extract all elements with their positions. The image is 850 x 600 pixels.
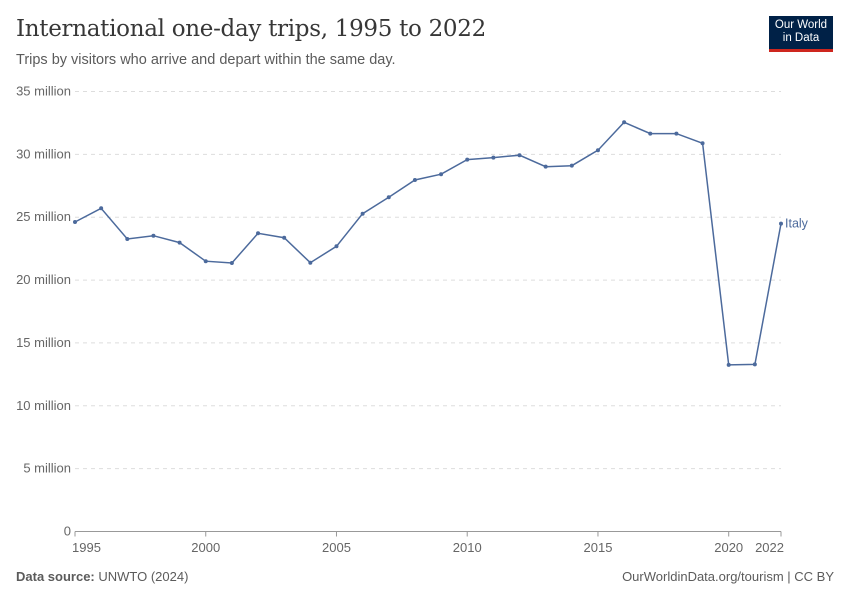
data-point: [73, 219, 77, 224]
data-source: Data source: UNWTO (2024): [16, 569, 188, 584]
data-point: [229, 260, 234, 265]
series-label: Italy: [785, 217, 809, 231]
data-point: [517, 153, 522, 158]
x-tick-label: 2005: [322, 540, 351, 555]
data-point: [779, 221, 783, 226]
data-point: [203, 259, 208, 264]
data-point: [622, 120, 627, 125]
footer-credit[interactable]: OurWorldinData.org/tourism | CC BY: [622, 569, 834, 584]
data-point: [674, 131, 679, 136]
data-point: [752, 362, 757, 367]
data-point: [569, 163, 574, 168]
data-point: [700, 141, 705, 146]
data-point: [491, 155, 496, 160]
x-tick-label: 2000: [191, 540, 220, 555]
logo-line1: Our World: [774, 19, 828, 31]
data-point: [282, 235, 287, 240]
y-tick-label: 10 million: [16, 398, 71, 413]
chart-title: International one-day trips, 1995 to 202…: [16, 16, 486, 42]
x-tick-label: 2020: [714, 540, 743, 555]
data-point: [177, 240, 182, 245]
data-point: [648, 131, 653, 136]
data-point: [439, 172, 444, 177]
data-point: [595, 148, 600, 153]
data-point: [151, 233, 156, 238]
x-tick-label: 2010: [453, 540, 482, 555]
x-tick-label: 2015: [584, 540, 613, 555]
y-tick-label: 30 million: [16, 146, 71, 161]
y-tick-label: 15 million: [16, 335, 71, 350]
data-point: [465, 157, 470, 162]
y-tick-label: 25 million: [16, 209, 71, 224]
y-tick-label: 5 million: [23, 461, 71, 476]
data-point: [99, 206, 104, 211]
source-label: Data source:: [16, 569, 95, 584]
y-tick-label: 0: [64, 524, 71, 539]
source-link[interactable]: UNWTO (2024): [98, 569, 189, 584]
x-tick-label: 2022: [755, 540, 784, 555]
data-point: [726, 362, 731, 367]
x-tick-label: 1995: [72, 540, 101, 555]
y-tick-label: 20 million: [16, 272, 71, 287]
y-tick-label: 35 million: [16, 84, 71, 99]
data-point: [386, 195, 391, 200]
series-line-italy: [74, 121, 782, 366]
data-point: [125, 236, 130, 241]
data-point: [543, 164, 548, 169]
logo-line2: in Data: [782, 32, 820, 44]
data-point: [308, 260, 313, 265]
data-point: [256, 231, 261, 236]
chart-subtitle: Trips by visitors who arrive and depart …: [16, 52, 396, 68]
data-point: [360, 211, 365, 216]
owid-logo[interactable]: Our World in Data: [769, 16, 833, 52]
data-point: [412, 178, 417, 183]
data-point: [334, 244, 339, 249]
